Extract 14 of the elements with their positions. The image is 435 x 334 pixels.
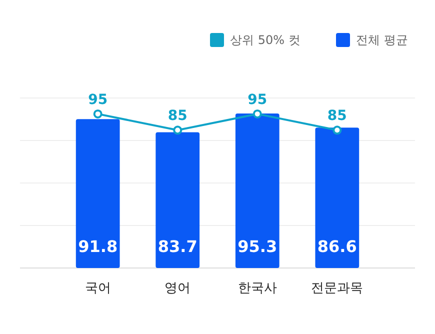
legend-label: 상위 50% 컷: [230, 33, 300, 47]
data-label: 95: [88, 92, 108, 108]
data-label: 95.3: [238, 237, 278, 256]
data-label: 86.6: [317, 237, 357, 256]
data-label: 83.7: [158, 237, 198, 256]
x-tick-label: 영어: [164, 281, 191, 296]
legend-label: 전체 평균: [356, 33, 408, 47]
data-label: 85: [168, 108, 188, 124]
data-label: 85: [327, 108, 347, 124]
data-label: 91.8: [78, 237, 118, 256]
x-tick-label: 국어: [84, 281, 111, 296]
x-tick-label: 한국사: [238, 281, 277, 296]
data-label: 95: [248, 92, 268, 108]
x-tick-label: 전문과목: [311, 281, 364, 296]
